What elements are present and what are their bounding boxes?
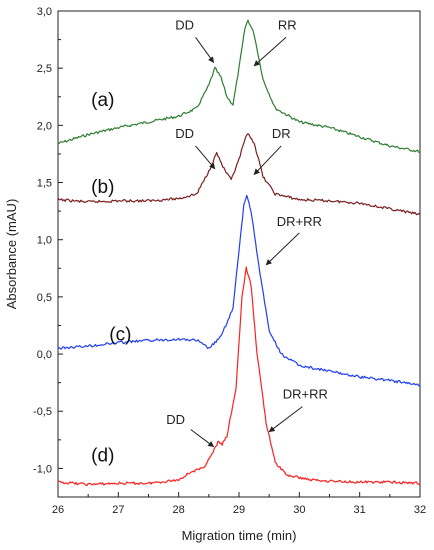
annotation-arrow [195,37,215,63]
y-tick-label: 3,0 [37,6,52,18]
annotation-label: DD [166,412,185,427]
annotation-arrow [195,145,216,170]
annotation-arrow [190,429,215,448]
y-tick-label: 1,5 [37,178,52,190]
y-tick-label: 2,0 [37,120,52,132]
x-tick-label: 29 [233,504,245,516]
annotation-label: DR+RR [277,214,322,229]
series-line-2 [57,133,421,216]
panel-label: (b) [91,177,114,198]
x-tick-label: 28 [173,504,185,516]
y-axis-title: Absorbance (mAU) [4,199,19,310]
y-tick-label: 1,0 [37,235,52,247]
panel-label: (a) [91,90,114,111]
y-tick-label: -1,0 [33,463,52,475]
annotation-label: DR [272,126,291,141]
annotation-arrow [253,145,282,175]
peak-annotations: DD RR DD DR DR+RR DD DR+RR [166,17,328,448]
series-line-1 [57,19,421,153]
annotation-arrow [253,36,287,67]
x-tick-label: 32 [414,504,426,516]
series-traces [57,19,421,487]
x-tick-label: 27 [112,504,124,516]
series-line-3 [57,194,421,387]
annotation-arrow [265,232,300,266]
annotation-label: DD [175,17,194,32]
panel-labels: (a) (b) (c) (d) [91,90,131,467]
y-tick-label: 2,5 [37,63,52,75]
x-tick-label: 30 [293,504,305,516]
annotation-label: DD [175,126,194,141]
panel-label: (c) [109,324,131,345]
x-tick-label: 26 [52,504,64,516]
axis-ticks: 26 27 28 29 30 31 32 -1,0 -0,5 0,0 0,5 1,0 1,5 2,0 2,5… [33,6,426,516]
annotation-label: DR+RR [283,387,328,402]
x-tick-label: 31 [354,504,366,516]
series-line-4 [57,266,421,487]
x-axis-title: Migration time (min) [182,528,297,543]
annotation-arrow [268,406,303,433]
y-tick-label: 0,5 [37,292,52,304]
y-tick-label: 0,0 [37,349,52,361]
annotation-label: RR [278,17,297,32]
panel-label: (d) [91,446,114,467]
y-tick-label: -0,5 [33,406,52,418]
